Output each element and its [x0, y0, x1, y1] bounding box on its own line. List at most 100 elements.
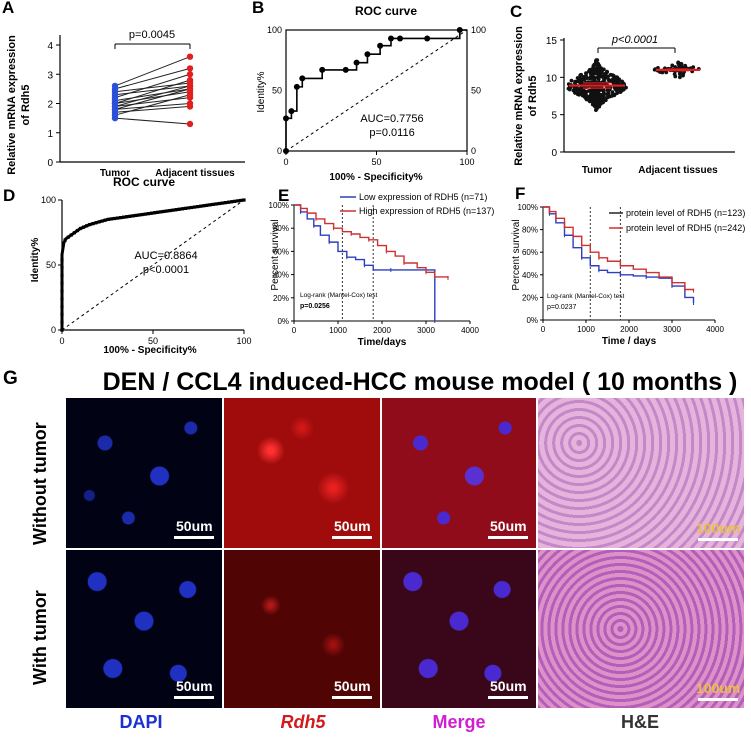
x-tick-label: 50 — [371, 157, 381, 167]
roc-point — [168, 208, 172, 213]
roc-point — [293, 83, 300, 90]
expression-point — [592, 95, 597, 100]
expression-point — [681, 73, 685, 78]
panel-d-xlabel: 100% - Specificity% — [103, 345, 196, 355]
panel-f-legend-red: protein level of RDH5 (n=242) — [626, 223, 745, 233]
panel-b-roc-curve — [283, 27, 467, 154]
expression-point — [581, 86, 586, 91]
roc-point — [177, 207, 181, 211]
roc-point — [424, 35, 431, 42]
roc-point — [199, 204, 203, 208]
panel-f-chart: Percent survival 0 1000 2000 3000 4000 0% 20% 4… — [511, 203, 745, 347]
panel-a-chart: Relative mRNA expression of Rdh5 0 1 2 3 4 p… — [6, 29, 245, 179]
pair-line — [114, 105, 191, 113]
roc-point — [122, 215, 126, 219]
pair-line — [114, 56, 191, 87]
tumor-point — [111, 106, 119, 113]
col-label-he: H&E — [620, 712, 659, 732]
roc-point — [193, 205, 197, 209]
y-tick-label: 60% — [522, 248, 538, 257]
roc-point — [387, 35, 394, 42]
adjacent-point — [186, 85, 194, 93]
y-tick-label: 15 — [546, 36, 558, 47]
survival-curve — [543, 206, 695, 304]
panel-d-title: ROC curve — [113, 175, 175, 189]
roc-point — [364, 51, 371, 58]
pair-line — [114, 85, 191, 107]
roc-point — [106, 217, 110, 221]
expression-point — [598, 101, 603, 106]
expression-point — [589, 93, 594, 97]
roc-point — [81, 225, 86, 229]
panel-f-test: Log-rank (Mantel-Cox) test — [547, 293, 624, 300]
panel-label-g: G — [3, 368, 18, 389]
roc-point — [233, 199, 237, 203]
x-tick-label: 50 — [148, 336, 158, 346]
roc-point — [75, 228, 80, 233]
y-tick-label: 80% — [522, 226, 538, 235]
roc-point — [288, 108, 295, 115]
roc-point — [242, 198, 246, 202]
expression-point — [577, 90, 582, 95]
scale-label: 50um — [490, 518, 527, 534]
panel-b-ylabel: Identity% — [256, 71, 267, 112]
y-tick-label: 100% — [518, 203, 538, 212]
panel-label-d: D — [3, 186, 16, 205]
micro-rdh5-with-tumor: 50um — [224, 550, 380, 708]
y-tick-label: 50 — [46, 260, 56, 270]
panel-c-x-adjacent: Adjacent tissues — [638, 165, 718, 176]
adjacent-point — [186, 91, 194, 98]
panel-b-title: ROC curve — [355, 4, 417, 18]
expression-point — [595, 62, 600, 66]
roc-point — [377, 42, 384, 49]
roc-point — [183, 206, 187, 210]
roc-point — [202, 204, 206, 208]
roc-point — [143, 212, 147, 216]
panel-e-legend-low: Low expression of RDH5 (n=71) — [359, 192, 487, 202]
panel-e-chart: Percent survival 0 1000 2000 3000 4000 0% 20% 4… — [269, 192, 495, 348]
scale-bar — [488, 696, 528, 699]
panel-a-ylabel-2: of Rdh5 — [20, 85, 32, 126]
expression-point — [595, 70, 600, 75]
y-tick-label: 100 — [267, 25, 282, 35]
expression-point — [595, 75, 600, 80]
panel-e-xlabel: Time/days — [358, 337, 407, 348]
expression-point — [652, 67, 657, 72]
expression-point — [672, 72, 677, 77]
panel-e-curves — [294, 204, 449, 323]
tumor-point — [111, 114, 119, 122]
y-tick-label: 20% — [273, 294, 289, 303]
survival-curve — [294, 204, 436, 321]
y-tick-label: 0 — [551, 148, 557, 159]
roc-point — [319, 66, 326, 73]
roc-point — [60, 266, 64, 270]
adjacent-point — [186, 103, 194, 110]
expression-point — [677, 72, 682, 76]
roc-point — [78, 226, 83, 231]
expression-point — [584, 73, 588, 78]
x-tick-label: 2000 — [373, 326, 391, 335]
roc-point — [60, 258, 64, 262]
roc-point — [236, 199, 240, 203]
y-tick-label: 4 — [47, 41, 53, 52]
panel-c-x-tumor: Tumor — [582, 165, 612, 176]
expression-point — [573, 79, 578, 84]
roc-point — [72, 231, 76, 235]
roc-point — [94, 221, 98, 225]
y-tick-label: 100 — [41, 195, 56, 205]
panel-d-ticks: 0 50 100 0 50 100 — [41, 195, 252, 346]
roc-point — [103, 218, 107, 222]
panel-c-ylabel-1: Relative mRNA expression — [513, 26, 525, 166]
roc-point — [60, 328, 64, 332]
micro-he-without-tumor: 100um — [538, 398, 744, 548]
roc-point — [186, 206, 191, 210]
panel-b-xlabel: 100% - Specificity% — [329, 172, 422, 183]
panel-c-chart: Relative mRNA expression of Rdh5 051015 … — [513, 26, 735, 176]
scale-bar — [174, 696, 214, 699]
expression-point — [578, 86, 583, 91]
roc-point — [60, 312, 64, 316]
roc-point — [97, 220, 101, 224]
x-tick-label: 3000 — [417, 326, 435, 335]
expression-point — [600, 95, 605, 100]
